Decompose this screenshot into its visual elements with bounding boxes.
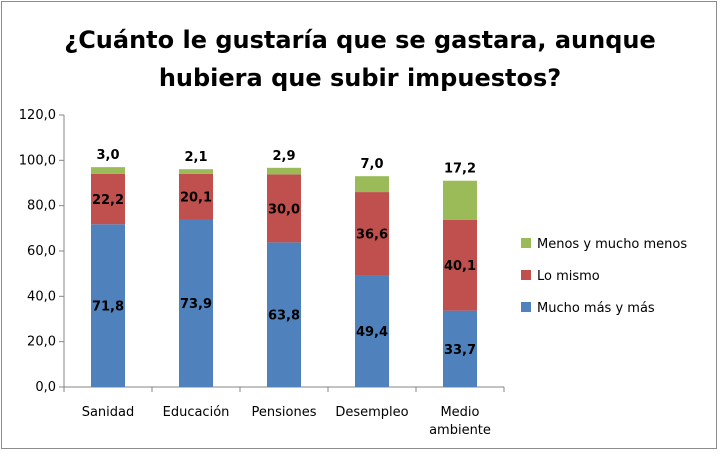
y-tick-label: 0,0	[35, 380, 56, 395]
bar-segment-lo-mismo	[443, 219, 477, 311]
bar-segment-menos	[355, 176, 389, 193]
axes: 0,0 20,0 40,0 60,0 80,0 100,0 120,0	[19, 108, 505, 395]
data-label: 7,0	[360, 157, 383, 172]
bar-segment-mucho-mas	[179, 219, 213, 387]
data-label: 49,4	[356, 325, 388, 340]
legend-swatch	[521, 302, 531, 312]
data-labels: 71,8 22,2 3,0 73,9 20,1 2,1 63,8 30,0 2,9 49,4 36,…	[92, 148, 476, 358]
data-label: 63,8	[268, 309, 300, 324]
bar-segment-mucho-mas	[267, 242, 301, 387]
y-tick-label: 40,0	[27, 289, 56, 304]
data-label: 2,1	[184, 150, 207, 165]
data-label: 30,0	[268, 202, 300, 217]
category-label: Pensiones	[252, 405, 317, 420]
legend-swatch	[521, 270, 531, 280]
category-label: ambiente	[429, 423, 491, 438]
category-label: Desempleo	[335, 405, 408, 420]
data-label: 2,9	[272, 149, 295, 164]
category-labels: Sanidad Educación Pensiones Desempleo Medio a…	[82, 405, 491, 438]
legend-label: Menos y mucho menos	[537, 237, 687, 252]
data-label: 36,6	[356, 228, 388, 243]
bar-segment-mucho-mas	[91, 224, 125, 387]
bar-segment-menos	[443, 180, 477, 220]
bar-segment-menos	[267, 167, 301, 175]
legend: Menos y mucho menos Lo mismo Mucho más y m…	[521, 237, 687, 316]
chart-title: ¿Cuánto le gustaría que se gastara, aunq…	[64, 26, 655, 92]
data-label: 73,9	[180, 297, 212, 312]
category-label: Medio	[440, 405, 479, 420]
bars	[91, 167, 477, 387]
chart-title-line: ¿Cuánto le gustaría que se gastara, aunq…	[64, 26, 655, 54]
chart-title-line: hubiera que subir impuestos?	[159, 64, 561, 92]
y-tick-label: 20,0	[27, 335, 56, 350]
data-label: 22,2	[92, 193, 124, 208]
data-label: 20,1	[180, 191, 212, 206]
y-tick-label: 120,0	[19, 108, 56, 123]
category-label: Sanidad	[82, 405, 135, 420]
data-label: 3,0	[96, 148, 119, 163]
bar-segment-mucho-mas	[355, 275, 389, 387]
data-label: 33,7	[444, 343, 476, 358]
bar-segment-lo-mismo	[91, 173, 125, 225]
bar-segment-lo-mismo	[179, 173, 213, 220]
data-label: 71,8	[92, 300, 124, 315]
y-tick-label: 60,0	[27, 244, 56, 259]
legend-swatch	[521, 238, 531, 248]
bar-segment-lo-mismo	[355, 192, 389, 276]
category-label: Educación	[163, 405, 230, 420]
bar-segment-menos	[91, 167, 125, 174]
y-tick-label: 80,0	[27, 199, 56, 214]
data-label: 40,1	[444, 259, 476, 274]
bar-segment-mucho-mas	[443, 310, 477, 387]
legend-label: Lo mismo	[537, 269, 600, 284]
legend-label: Mucho más y más	[537, 301, 655, 316]
data-label: 17,2	[444, 162, 476, 177]
y-tick-label: 100,0	[19, 153, 56, 168]
bar-segment-lo-mismo	[267, 174, 301, 243]
bar-segment-menos	[179, 169, 213, 174]
